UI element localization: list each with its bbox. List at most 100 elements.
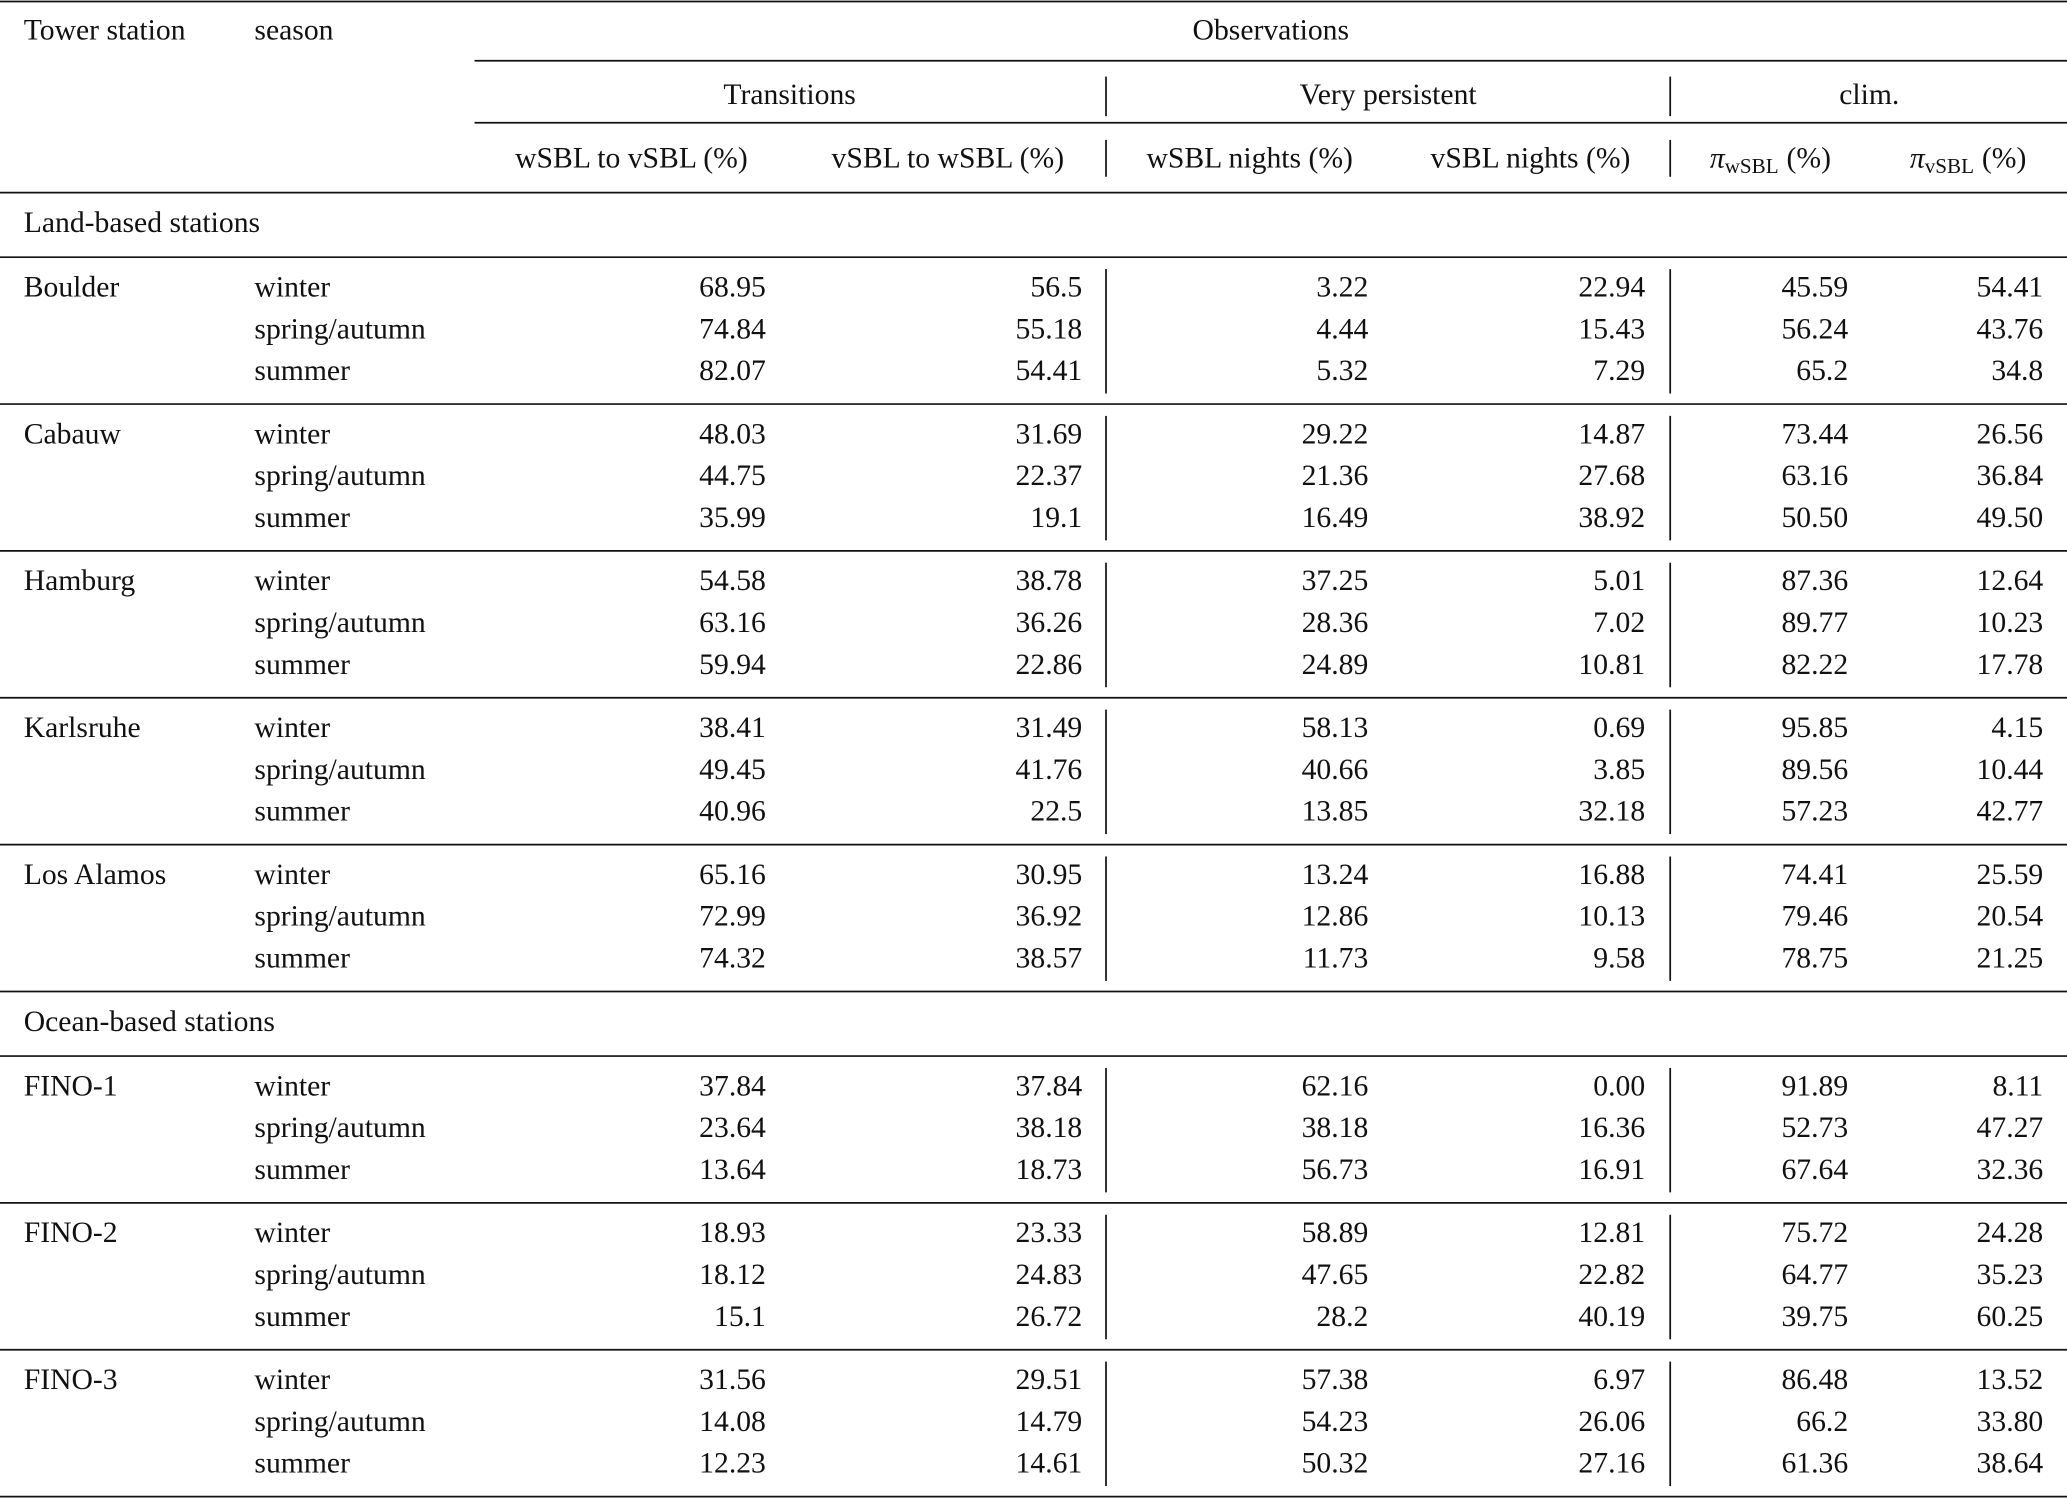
cell-value: 9.58 bbox=[1593, 943, 1645, 975]
group-header: Transitions bbox=[723, 79, 855, 111]
cell-value: 50.32 bbox=[1302, 1448, 1369, 1480]
cell-value: 15.1 bbox=[714, 1301, 766, 1333]
cell-value: 22.37 bbox=[1016, 460, 1083, 492]
cell-value: 10.13 bbox=[1578, 901, 1645, 933]
cell-value: 74.41 bbox=[1781, 859, 1848, 891]
cell-value: 26.56 bbox=[1977, 418, 2044, 450]
cell-value: 7.02 bbox=[1593, 607, 1645, 639]
column-header: vSBL to wSBL (%) bbox=[832, 142, 1065, 174]
cell-value: 19.1 bbox=[1030, 502, 1082, 534]
cell-value: 39.75 bbox=[1781, 1301, 1848, 1333]
cell-value: 62.16 bbox=[1302, 1070, 1369, 1102]
cell-value: 32.36 bbox=[1977, 1154, 2044, 1186]
season: summer bbox=[254, 502, 350, 534]
cell-value: 27.16 bbox=[1578, 1448, 1645, 1480]
cell-value: 56.73 bbox=[1302, 1154, 1369, 1186]
season: spring/autumn bbox=[254, 754, 426, 786]
cell-value: 34.8 bbox=[1991, 355, 2043, 387]
cell-value: 63.16 bbox=[1781, 460, 1848, 492]
cell-value: 37.25 bbox=[1302, 565, 1369, 597]
season: winter bbox=[254, 565, 330, 597]
season: winter bbox=[254, 712, 330, 744]
cell-value: 27.68 bbox=[1578, 460, 1645, 492]
cell-value: 38.57 bbox=[1016, 943, 1083, 975]
cell-value: 32.18 bbox=[1578, 796, 1645, 828]
cell-value: 38.92 bbox=[1578, 502, 1645, 534]
cell-value: 14.87 bbox=[1578, 418, 1645, 450]
cell-value: 35.99 bbox=[699, 502, 766, 534]
cell-value: 21.36 bbox=[1302, 460, 1369, 492]
cell-value: 12.23 bbox=[699, 1448, 766, 1480]
cell-value: 37.84 bbox=[1016, 1070, 1083, 1102]
cell-value: 40.19 bbox=[1578, 1301, 1645, 1333]
station-name: FINO-1 bbox=[24, 1070, 118, 1102]
cell-value: 4.15 bbox=[1991, 712, 2043, 744]
cell-value: 86.48 bbox=[1781, 1364, 1848, 1396]
cell-value: 16.88 bbox=[1578, 859, 1645, 891]
season: winter bbox=[254, 1070, 330, 1102]
season: summer bbox=[254, 1301, 350, 1333]
cell-value: 15.43 bbox=[1578, 313, 1645, 345]
cell-value: 59.94 bbox=[699, 649, 766, 681]
cell-value: 87.36 bbox=[1781, 565, 1848, 597]
cell-value: 38.78 bbox=[1016, 565, 1083, 597]
cell-value: 56.24 bbox=[1781, 313, 1848, 345]
cell-value: 33.80 bbox=[1977, 1406, 2044, 1438]
cell-value: 8.11 bbox=[1992, 1070, 2043, 1102]
cell-value: 35.23 bbox=[1977, 1259, 2044, 1291]
station-name: Hamburg bbox=[24, 565, 136, 597]
cell-value: 11.73 bbox=[1303, 943, 1369, 975]
cell-value: 89.77 bbox=[1781, 607, 1848, 639]
cell-value: 82.22 bbox=[1781, 649, 1848, 681]
cell-value: 12.86 bbox=[1302, 901, 1369, 933]
station-name: Karlsruhe bbox=[24, 712, 141, 744]
cell-value: 13.85 bbox=[1302, 796, 1369, 828]
section-title: Land-based stations bbox=[24, 207, 260, 239]
cell-value: 22.94 bbox=[1578, 272, 1645, 304]
cell-value: 16.36 bbox=[1578, 1112, 1645, 1144]
cell-value: 40.66 bbox=[1302, 754, 1369, 786]
cell-value: 95.85 bbox=[1781, 712, 1848, 744]
cell-value: 29.22 bbox=[1302, 418, 1369, 450]
cell-value: 73.44 bbox=[1781, 418, 1848, 450]
cell-value: 21.25 bbox=[1977, 943, 2044, 975]
column-header: πwSBL (%) bbox=[1710, 142, 1831, 178]
cell-value: 79.46 bbox=[1781, 901, 1848, 933]
cell-value: 45.59 bbox=[1781, 272, 1848, 304]
cell-value: 63.16 bbox=[699, 607, 766, 639]
cell-value: 31.69 bbox=[1016, 418, 1083, 450]
cell-value: 72.99 bbox=[699, 901, 766, 933]
cell-value: 47.65 bbox=[1302, 1259, 1369, 1291]
cell-value: 48.03 bbox=[699, 418, 766, 450]
cell-value: 22.86 bbox=[1016, 649, 1083, 681]
season: spring/autumn bbox=[254, 1112, 426, 1144]
season: winter bbox=[254, 418, 330, 450]
cell-value: 5.01 bbox=[1593, 565, 1645, 597]
cell-value: 82.07 bbox=[699, 355, 766, 387]
cell-value: 10.81 bbox=[1578, 649, 1645, 681]
column-header: wSBL nights (%) bbox=[1146, 142, 1353, 174]
season: spring/autumn bbox=[254, 313, 426, 345]
cell-value: 31.49 bbox=[1016, 712, 1083, 744]
cell-value: 23.64 bbox=[699, 1112, 766, 1144]
cell-value: 43.76 bbox=[1977, 313, 2044, 345]
cell-value: 78.75 bbox=[1781, 943, 1848, 975]
cell-value: 74.32 bbox=[699, 943, 766, 975]
cell-value: 58.13 bbox=[1302, 712, 1369, 744]
station-name: Cabauw bbox=[24, 418, 122, 450]
cell-value: 24.28 bbox=[1977, 1217, 2044, 1249]
cell-value: 10.23 bbox=[1977, 607, 2044, 639]
pi-unit: (%) bbox=[1786, 142, 1830, 174]
cell-value: 66.2 bbox=[1796, 1406, 1848, 1438]
header-cell: season bbox=[254, 14, 333, 46]
station-name: FINO-3 bbox=[24, 1364, 118, 1396]
cell-value: 38.41 bbox=[699, 712, 766, 744]
cell-value: 12.81 bbox=[1578, 1217, 1645, 1249]
cell-value: 61.36 bbox=[1781, 1448, 1848, 1480]
column-header: vSBL nights (%) bbox=[1431, 142, 1631, 174]
station-name: FINO-2 bbox=[24, 1217, 118, 1249]
section-title: Ocean-based stations bbox=[24, 1006, 275, 1038]
cell-value: 24.89 bbox=[1302, 649, 1369, 681]
